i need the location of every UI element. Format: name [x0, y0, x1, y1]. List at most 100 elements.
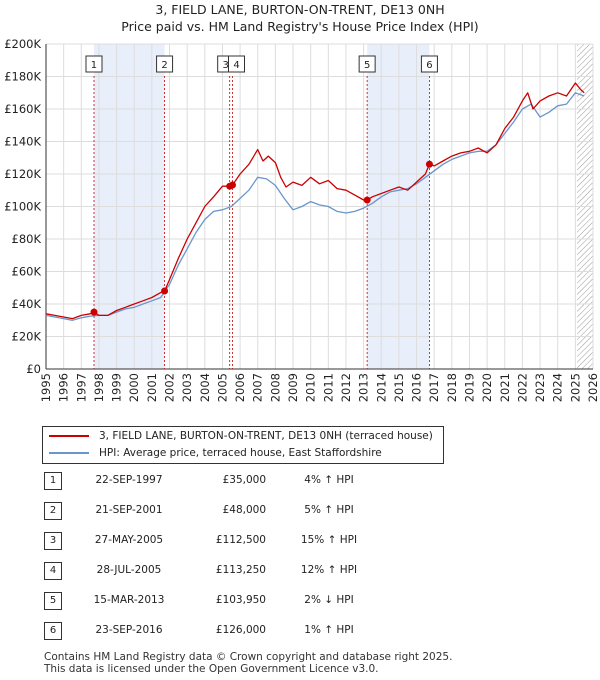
y-tick-label: £60K	[12, 265, 42, 279]
sale-marker-box-frame	[156, 55, 174, 73]
x-tick-label: 2008	[268, 373, 282, 402]
sale-price: £103,950	[215, 594, 266, 606]
sale-marker-label: 2	[161, 60, 167, 71]
sale-hpi-diff: 12% ↑ HPI	[300, 564, 358, 576]
sale-marker-box: 6	[420, 55, 438, 73]
sale-marker-label: 1	[91, 60, 97, 71]
sale-marker-box: 2	[156, 55, 174, 73]
x-tick-label: 2022	[515, 373, 529, 402]
x-tick-label: 2002	[163, 373, 177, 402]
y-tick-label: £40K	[12, 297, 42, 311]
x-tick-label: 2020	[480, 373, 494, 402]
x-tick-label: 2018	[445, 373, 459, 402]
chart-legend: 3, FIELD LANE, BURTON-ON-TRENT, DE13 0NH…	[42, 426, 444, 464]
x-tick-label: 2024	[551, 373, 565, 402]
x-tick-label: 2014	[374, 373, 388, 402]
sale-point	[425, 160, 433, 168]
sale-number-badge: 3	[44, 532, 62, 550]
x-tick-label: 2015	[392, 373, 406, 402]
sale-marker-label: 5	[364, 60, 370, 71]
sale-date: 28-JUL-2005	[96, 564, 162, 576]
x-tick-label: 2019	[462, 373, 476, 402]
x-tick-label: 2025	[568, 373, 582, 402]
legend-label-hpi: HPI: Average price, terraced house, East…	[99, 447, 382, 459]
x-tick-label: 2023	[533, 373, 547, 402]
sale-marker-box-frame	[228, 55, 246, 73]
y-tick-label: £100K	[4, 200, 41, 214]
x-tick-label: 1996	[57, 373, 71, 402]
x-tick-label: 2004	[198, 373, 212, 402]
y-tick-label: £0	[26, 362, 41, 376]
sale-marker-box: 5	[358, 55, 376, 73]
x-tick-label: 2016	[410, 373, 424, 402]
sale-marker-label: 6	[426, 60, 432, 71]
legend-swatch-hpi	[49, 452, 89, 454]
x-tick-label: 2026	[586, 373, 600, 402]
sale-price: £126,000	[215, 624, 266, 636]
legend-swatch-property	[49, 435, 89, 437]
sale-number-badge: 4	[44, 562, 62, 580]
sale-hpi-diff: 2% ↓ HPI	[304, 594, 354, 606]
sale-price: £113,250	[215, 564, 266, 576]
sale-marker-box: 4	[228, 55, 246, 73]
sale-price: £48,000	[222, 504, 266, 516]
x-tick-label: 2021	[498, 373, 512, 402]
y-tick-label: £180K	[4, 70, 41, 84]
sale-date: 27-MAY-2005	[94, 534, 164, 546]
sale-marker-box-frame	[420, 55, 438, 73]
sale-point	[229, 181, 237, 189]
x-tick-label: 2007	[251, 373, 265, 402]
x-tick-label: 2010	[304, 373, 318, 402]
sale-number-badge: 1	[44, 472, 62, 490]
sale-date: 21-SEP-2001	[95, 504, 163, 516]
sale-hpi-diff: 1% ↑ HPI	[304, 624, 354, 636]
footer-line-copyright: Contains HM Land Registry data © Crown c…	[44, 651, 453, 663]
sale-date: 23-SEP-2016	[95, 624, 163, 636]
sale-price: £35,000	[222, 474, 266, 486]
sale-marker-label: 4	[233, 60, 239, 71]
y-tick-label: £80K	[12, 232, 42, 246]
sale-marker-box: 1	[85, 55, 103, 73]
x-tick-label: 1999	[110, 373, 124, 402]
chart-title: 3, FIELD LANE, BURTON-ON-TRENT, DE13 0NH	[155, 2, 445, 17]
sale-marker-box-frame	[358, 55, 376, 73]
y-tick-label: £20K	[12, 330, 42, 344]
x-tick-label: 2001	[145, 373, 159, 402]
y-tick-label: £140K	[4, 135, 41, 149]
chart-subtitle: Price paid vs. HM Land Registry's House …	[121, 19, 479, 34]
sale-number-badge: 5	[44, 592, 62, 610]
legend-item-property: 3, FIELD LANE, BURTON-ON-TRENT, DE13 0NH…	[49, 428, 433, 444]
x-tick-label: 2011	[321, 373, 335, 402]
footer-attribution: Contains HM Land Registry data © Crown c…	[44, 651, 452, 675]
legend-item-hpi: HPI: Average price, terraced house, East…	[49, 445, 382, 461]
x-tick-label: 2000	[127, 373, 141, 402]
y-tick-label: £160K	[4, 102, 41, 116]
x-tick-label: 1998	[92, 373, 106, 402]
y-tick-label: £200K	[4, 37, 41, 51]
x-tick-label: 2003	[180, 373, 194, 402]
sale-point	[363, 196, 371, 204]
property-price-line	[45, 82, 585, 320]
sale-marker-box-frame	[85, 55, 103, 73]
footer-line-licence: This data is licensed under the Open Gov…	[44, 663, 379, 675]
sale-number-badge: 6	[44, 622, 62, 640]
x-tick-label: 2005	[215, 373, 229, 402]
x-tick-label: 2006	[233, 373, 247, 402]
sale-date: 22-SEP-1997	[95, 474, 163, 486]
sale-point	[161, 287, 169, 295]
sale-date: 15-MAR-2013	[93, 594, 165, 606]
x-tick-label: 2012	[339, 373, 353, 402]
sale-hpi-diff: 4% ↑ HPI	[304, 474, 354, 486]
sale-point	[90, 308, 98, 316]
sale-number-badge: 2	[44, 502, 62, 520]
legend-label-property: 3, FIELD LANE, BURTON-ON-TRENT, DE13 0NH…	[99, 430, 433, 442]
sale-price: £112,500	[215, 534, 266, 546]
price-chart: £0 £20K £40K £60K £80K £100K £120K £140K £160K £1…	[4, 37, 600, 402]
x-tick-label: 2017	[427, 373, 441, 402]
y-tick-label: £120K	[4, 167, 41, 181]
x-tick-label: 1997	[74, 373, 88, 402]
x-tick-label: 2009	[286, 373, 300, 402]
x-tick-label: 2013	[357, 373, 371, 402]
sale-hpi-diff: 15% ↑ HPI	[300, 534, 358, 546]
sale-marker-label: 3	[222, 60, 228, 71]
